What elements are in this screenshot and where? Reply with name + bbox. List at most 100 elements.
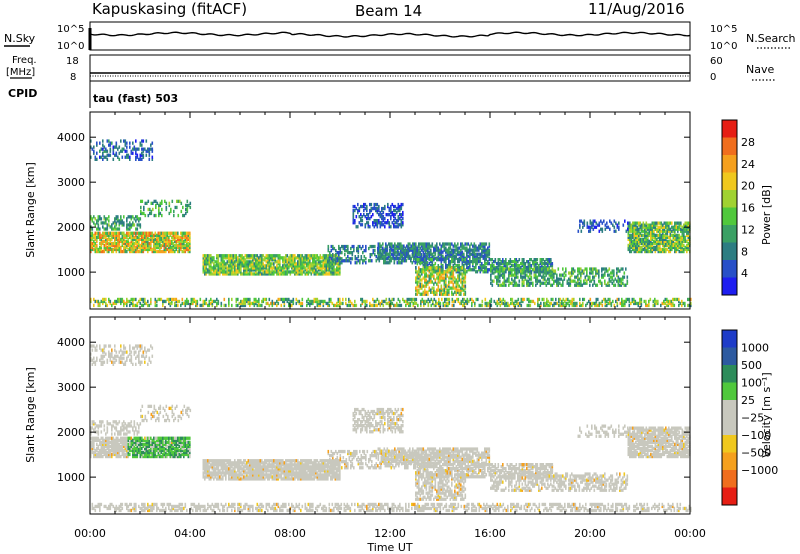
echo-cell bbox=[301, 268, 304, 272]
echo-cell bbox=[550, 283, 552, 287]
echo-cell bbox=[144, 147, 146, 151]
echo-cell bbox=[171, 299, 173, 304]
echo-cell bbox=[192, 299, 194, 304]
echo-cell bbox=[407, 256, 410, 260]
echo-cell bbox=[633, 241, 636, 246]
echo-cell bbox=[475, 260, 477, 264]
echo-cell bbox=[273, 256, 275, 260]
echo-cell bbox=[99, 301, 101, 306]
echo-cell bbox=[136, 245, 139, 250]
echo-cell bbox=[258, 301, 260, 306]
echo-cell bbox=[279, 268, 281, 272]
echo-cell bbox=[499, 273, 501, 277]
echo-cell bbox=[452, 272, 455, 276]
echo-cell bbox=[545, 283, 548, 287]
echo-cell bbox=[259, 254, 262, 258]
echo-cell bbox=[264, 258, 266, 262]
echo-cell bbox=[277, 258, 280, 262]
echo-cell bbox=[565, 301, 568, 306]
echo-cell bbox=[370, 215, 373, 219]
echo-cell bbox=[633, 221, 636, 225]
echo-cell bbox=[220, 256, 223, 260]
echo-cell bbox=[551, 277, 554, 281]
echo-cell bbox=[604, 297, 607, 302]
echo-cell bbox=[94, 299, 97, 304]
echo-cell bbox=[433, 254, 435, 258]
echo-cell bbox=[437, 270, 440, 274]
echo-cell bbox=[90, 155, 92, 159]
echo-cell bbox=[575, 283, 578, 287]
echo-cell bbox=[665, 231, 667, 235]
echo-cell bbox=[139, 141, 142, 145]
echo-cell bbox=[389, 242, 392, 246]
echo-cell bbox=[671, 229, 673, 233]
echo-cell bbox=[464, 290, 467, 294]
echo-cell bbox=[481, 303, 484, 308]
echo-cell bbox=[648, 301, 650, 306]
echo-cell bbox=[150, 241, 152, 246]
echo-cell bbox=[100, 245, 103, 250]
echo-cell bbox=[216, 264, 218, 268]
echo-cell bbox=[538, 279, 540, 283]
echo-cell bbox=[389, 254, 392, 258]
echo-cell bbox=[144, 231, 146, 235]
echo-cell bbox=[445, 278, 447, 282]
echo-cell bbox=[655, 299, 658, 304]
echo-cell bbox=[155, 199, 157, 203]
echo-cell bbox=[413, 242, 416, 246]
echo-cell bbox=[690, 303, 692, 308]
echo-cell bbox=[324, 262, 326, 266]
echo-cell bbox=[175, 241, 178, 246]
echo-cell bbox=[276, 254, 278, 258]
echo-cell bbox=[114, 235, 116, 239]
echo-cell bbox=[394, 248, 396, 252]
echo-cell bbox=[490, 264, 492, 268]
echo-cell bbox=[261, 254, 263, 258]
echo-cell bbox=[414, 297, 416, 302]
echo-cell bbox=[539, 281, 542, 285]
echo-cell bbox=[394, 204, 397, 209]
echo-cell bbox=[220, 254, 223, 258]
echo-cell bbox=[325, 260, 328, 264]
echo-cell bbox=[364, 225, 367, 229]
echo-cell bbox=[325, 254, 328, 258]
echo-cell bbox=[133, 231, 136, 235]
echo-cell bbox=[488, 242, 491, 246]
echo-cell bbox=[96, 299, 98, 304]
echo-cell bbox=[375, 299, 377, 304]
echo-cell bbox=[601, 299, 604, 304]
echo-cell bbox=[273, 254, 275, 258]
echo-cell bbox=[508, 269, 510, 273]
echo-cell bbox=[421, 244, 423, 248]
nsearch-tick-top: 10^5 bbox=[710, 24, 737, 35]
echo-cell bbox=[123, 233, 125, 237]
echo-cell bbox=[675, 223, 678, 227]
echo-cell bbox=[130, 249, 133, 254]
echo-cell bbox=[126, 227, 128, 231]
echo-cell bbox=[485, 250, 488, 254]
echo-cell bbox=[106, 217, 109, 221]
echo-cell bbox=[229, 256, 232, 260]
echo-cell bbox=[497, 267, 500, 271]
echo-cell bbox=[228, 268, 230, 272]
echo-cell bbox=[244, 272, 247, 276]
echo-cell bbox=[168, 211, 171, 216]
echo-cell bbox=[256, 272, 259, 276]
echo-cell bbox=[379, 250, 381, 254]
echo-cell bbox=[515, 273, 518, 277]
echo-cell bbox=[499, 264, 501, 268]
echo-cell bbox=[509, 267, 512, 271]
echo-cell bbox=[154, 297, 157, 302]
echo-cell bbox=[244, 266, 247, 270]
echo-cell bbox=[330, 297, 332, 302]
echo-cell bbox=[663, 227, 666, 231]
echo-cell bbox=[297, 254, 299, 258]
echo-cell bbox=[111, 237, 113, 241]
echo-cell bbox=[648, 225, 651, 229]
echo-cell bbox=[204, 264, 206, 268]
echo-cell bbox=[635, 243, 637, 248]
echo-cell bbox=[577, 269, 579, 273]
echo-cell bbox=[247, 272, 250, 276]
echo-cell bbox=[478, 248, 480, 252]
echo-cell bbox=[229, 254, 232, 258]
